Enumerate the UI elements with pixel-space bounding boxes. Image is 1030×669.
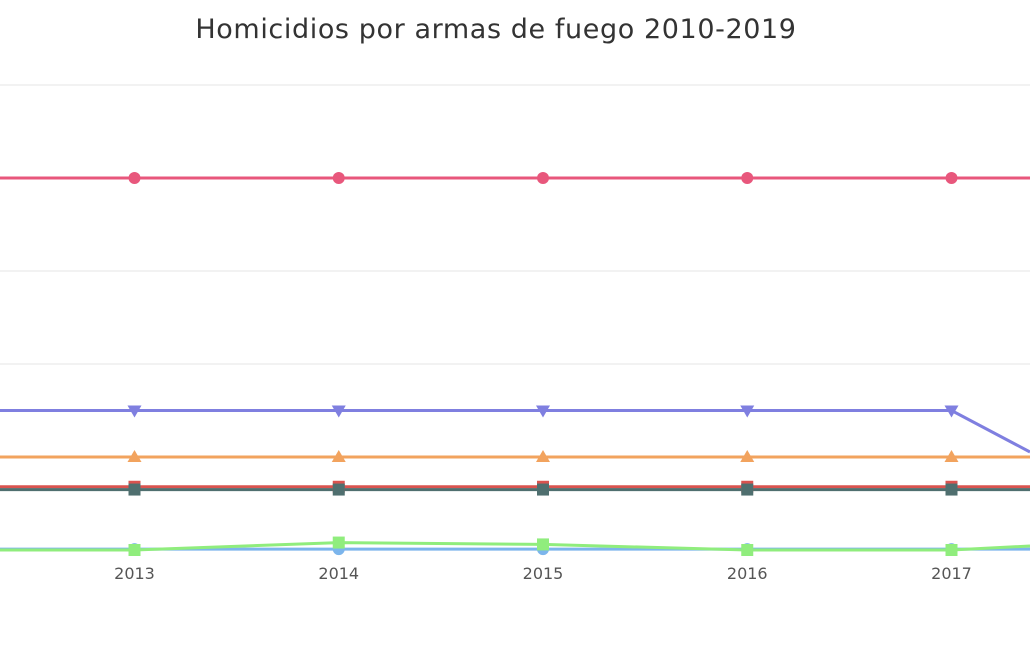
data-point <box>331 405 346 418</box>
data-point <box>332 172 345 184</box>
x-tick-label: 2017 <box>931 564 972 583</box>
data-point <box>740 450 755 462</box>
gridlines <box>0 84 1030 365</box>
data-point <box>536 450 550 462</box>
data-point <box>945 483 958 496</box>
data-point <box>332 483 345 496</box>
data-point <box>127 405 142 418</box>
x-tick-label: 2014 <box>318 564 359 583</box>
x-tick-label: 2016 <box>727 564 768 583</box>
data-point <box>128 172 141 184</box>
data-point <box>537 483 549 496</box>
x-tick-label: 2013 <box>114 564 155 583</box>
series-line <box>0 409 1030 454</box>
data-point <box>127 450 142 462</box>
data-point <box>740 405 755 418</box>
data-point <box>128 483 141 496</box>
data-point <box>944 450 959 462</box>
data-point <box>741 483 754 496</box>
data-point <box>945 172 958 184</box>
data-point <box>536 405 550 418</box>
data-point <box>945 544 958 556</box>
data-point <box>741 172 754 184</box>
data-point <box>537 172 549 184</box>
data-points <box>127 172 959 556</box>
data-point <box>332 536 345 549</box>
data-point <box>128 544 141 556</box>
data-point <box>331 450 346 462</box>
data-point <box>537 538 549 551</box>
data-point <box>741 544 754 556</box>
x-tick-label: 2015 <box>523 564 564 583</box>
chart-title: Homicidios por armas de fuego 2010-2019 <box>195 14 797 45</box>
data-point <box>944 405 959 418</box>
x-axis-labels: 2013 2014 2015 2016 2017 <box>114 564 972 583</box>
